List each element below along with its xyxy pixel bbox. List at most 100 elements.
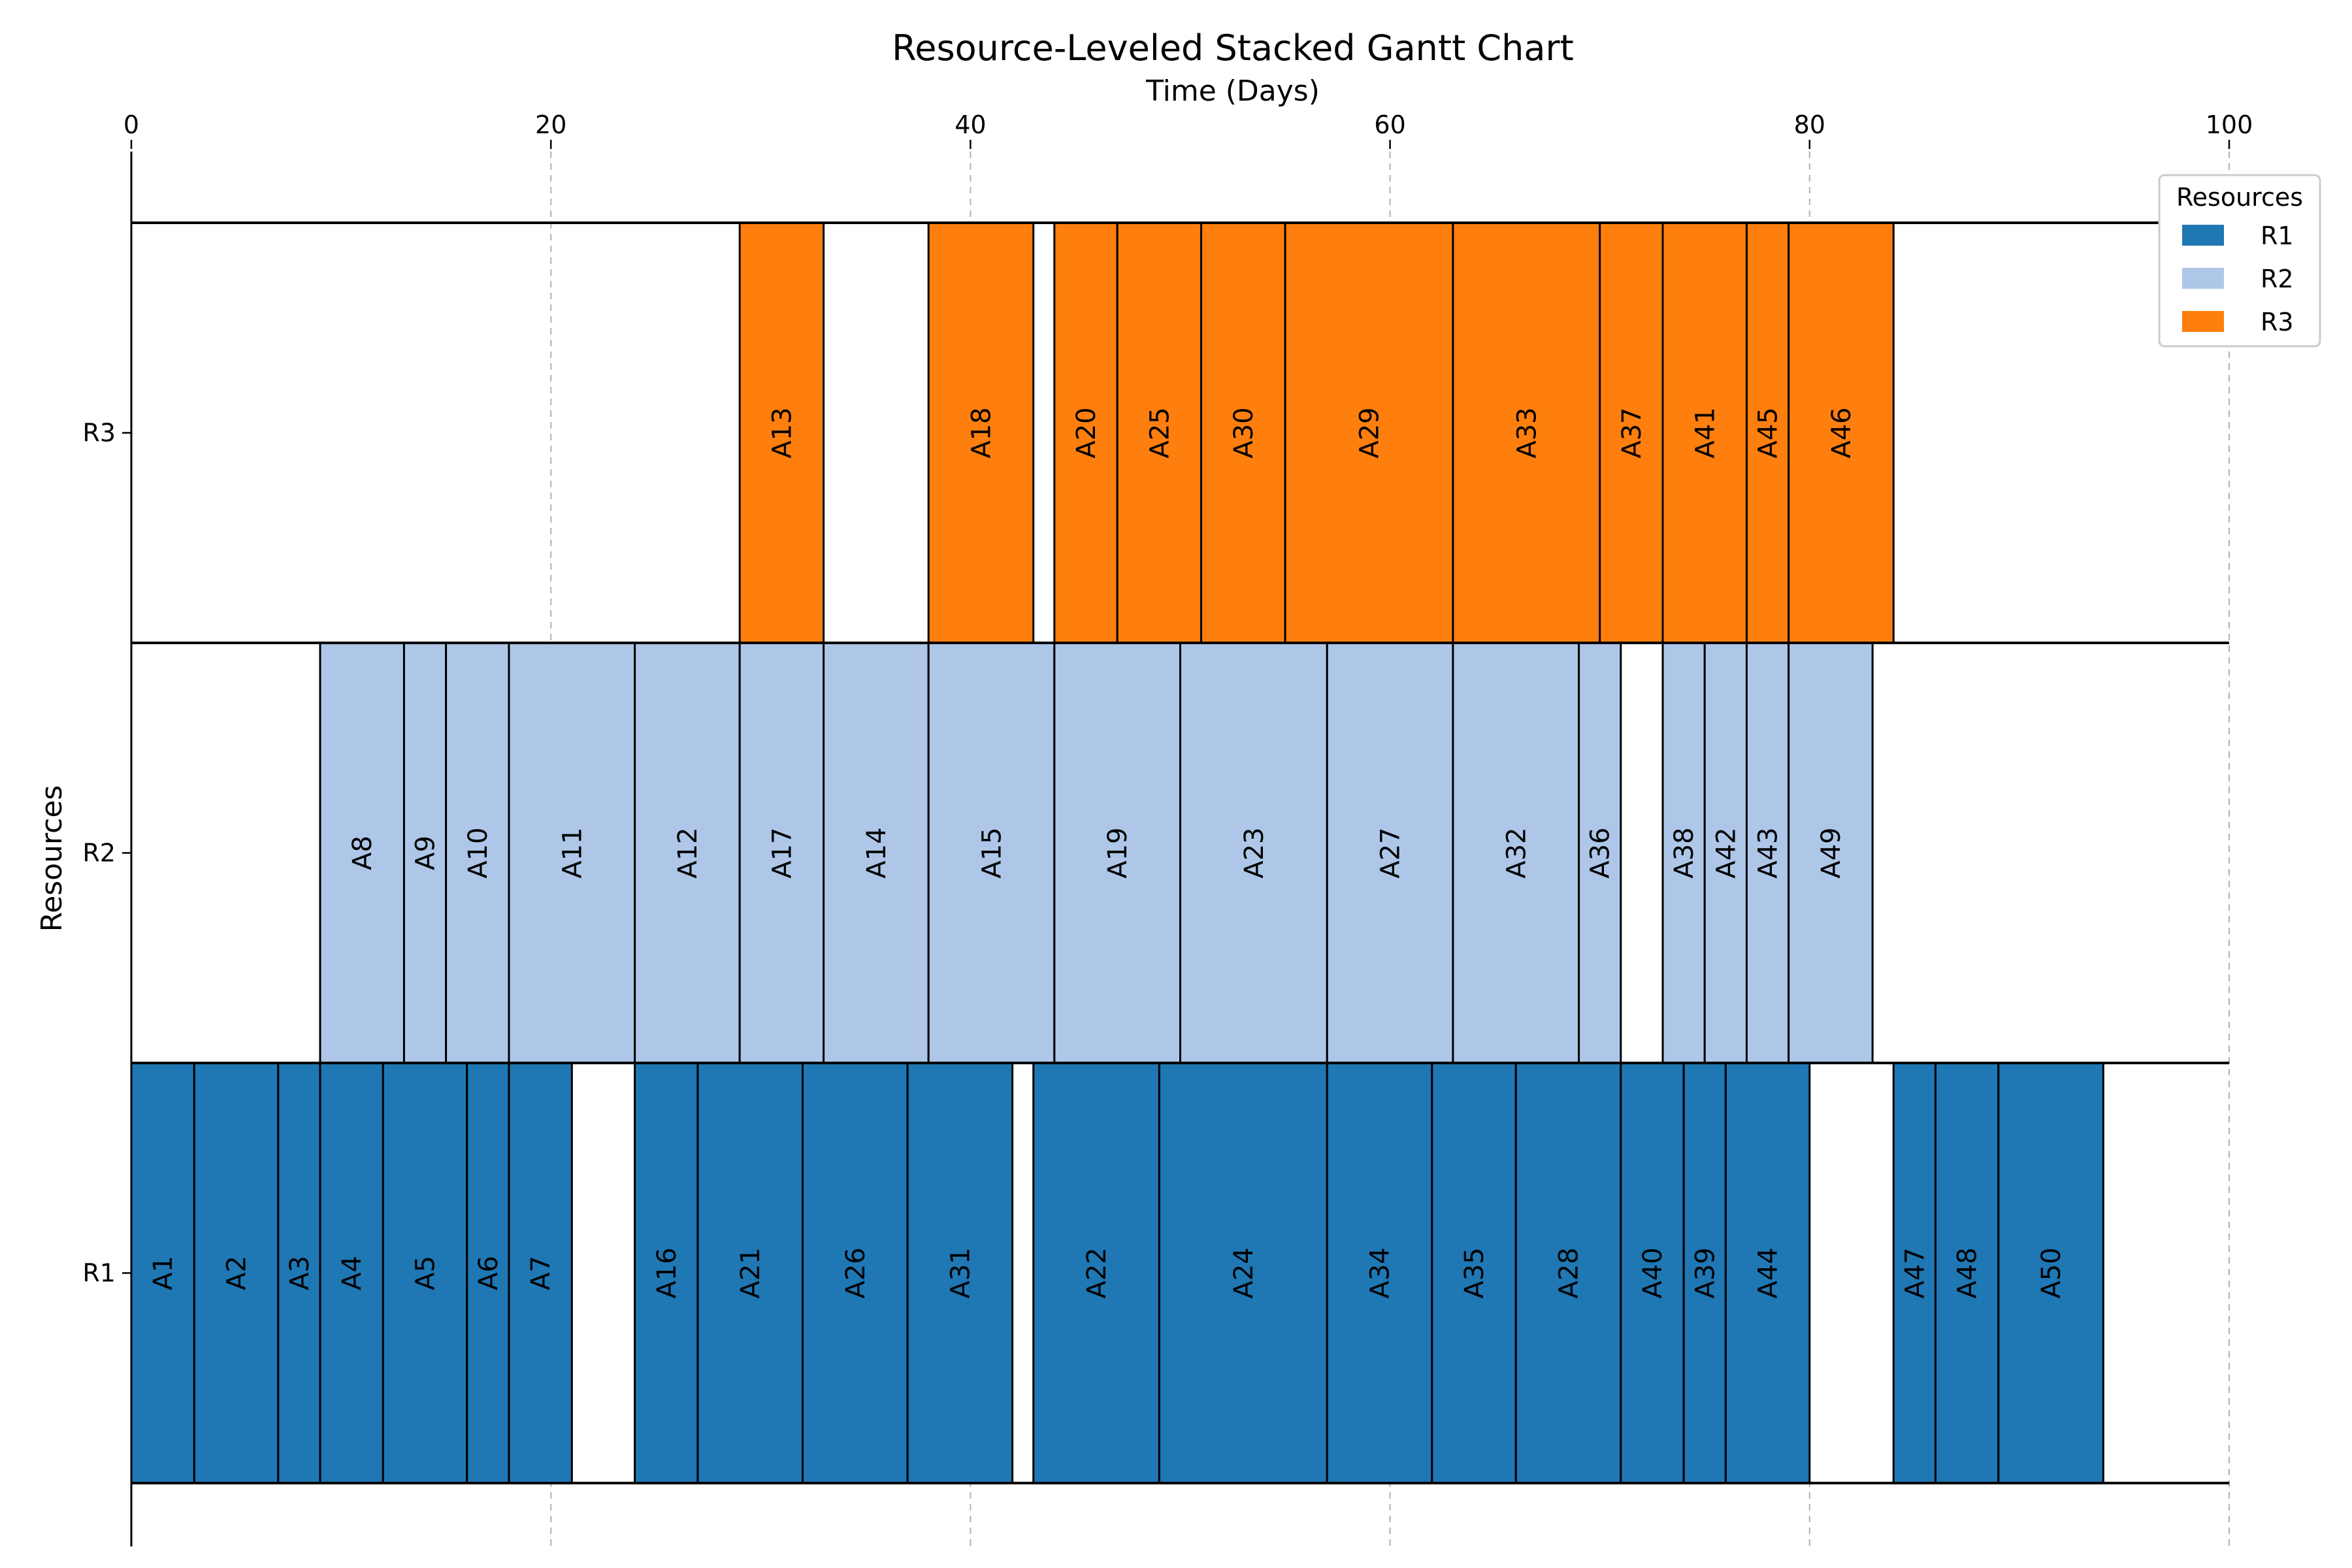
bar-label-a47: A47 bbox=[1900, 1247, 1930, 1298]
bar-label-a28: A28 bbox=[1554, 1247, 1584, 1298]
bar-label-a32: A32 bbox=[1501, 827, 1531, 878]
legend-label-r3: R3 bbox=[2261, 308, 2294, 336]
bar-a11 bbox=[508, 642, 636, 1064]
legend-swatch-r1 bbox=[2182, 225, 2224, 246]
x-tick-label-100: 100 bbox=[2206, 110, 2253, 139]
bar-a24 bbox=[1158, 1062, 1328, 1484]
legend-swatch-r2 bbox=[2182, 268, 2224, 289]
bar-label-a26: A26 bbox=[841, 1247, 871, 1298]
bar-a33 bbox=[1452, 221, 1601, 644]
legend-label-r1: R1 bbox=[2261, 221, 2294, 250]
bar-label-a36: A36 bbox=[1586, 827, 1616, 878]
bar-a41 bbox=[1661, 221, 1748, 644]
x-axis-label: Time (Days) bbox=[1145, 74, 1320, 108]
bar-a22 bbox=[1032, 1062, 1160, 1484]
bar-label-a6: A6 bbox=[474, 1256, 504, 1290]
bar-a34 bbox=[1326, 1062, 1433, 1484]
y-axis-label: Resources bbox=[35, 785, 69, 932]
bar-label-a43: A43 bbox=[1754, 827, 1784, 878]
bar-label-a40: A40 bbox=[1638, 1247, 1668, 1298]
bar-label-a10: A10 bbox=[463, 827, 493, 878]
bar-label-a48: A48 bbox=[1953, 1247, 1983, 1298]
bar-label-a1: A1 bbox=[148, 1256, 178, 1290]
bar-label-a2: A2 bbox=[222, 1256, 252, 1290]
y-tick-label-r1: R1 bbox=[82, 1259, 116, 1288]
legend-title: Resources bbox=[2176, 183, 2303, 212]
bar-label-a22: A22 bbox=[1082, 1247, 1112, 1298]
bar-a30 bbox=[1200, 221, 1286, 644]
bar-a27 bbox=[1326, 642, 1454, 1064]
legend-label-r2: R2 bbox=[2261, 265, 2294, 293]
bar-a23 bbox=[1179, 642, 1328, 1064]
bar-label-a23: A23 bbox=[1239, 827, 1269, 878]
bar-label-a35: A35 bbox=[1460, 1247, 1490, 1298]
y-tick-label-r2: R2 bbox=[82, 839, 116, 868]
bar-label-a4: A4 bbox=[337, 1256, 367, 1290]
bar-a12 bbox=[634, 642, 741, 1064]
x-tick-label-0: 0 bbox=[123, 110, 139, 139]
bar-a6 bbox=[466, 1062, 510, 1484]
bar-label-a9: A9 bbox=[411, 836, 441, 870]
bar-label-a45: A45 bbox=[1754, 407, 1784, 458]
bar-label-a46: A46 bbox=[1827, 407, 1857, 458]
bar-label-a25: A25 bbox=[1145, 407, 1175, 458]
bar-label-a7: A7 bbox=[526, 1256, 556, 1290]
bar-a35 bbox=[1431, 1062, 1517, 1484]
bar-label-a31: A31 bbox=[945, 1247, 975, 1298]
bar-label-a38: A38 bbox=[1669, 827, 1699, 878]
axes: 0 20 40 60 80 100 R1 R2 R3 bbox=[82, 110, 2253, 1546]
x-tick-label-60: 60 bbox=[1374, 110, 1405, 139]
bar-a7 bbox=[508, 1062, 573, 1484]
x-tick-label-80: 80 bbox=[1794, 110, 1825, 139]
bar-label-a49: A49 bbox=[1816, 827, 1846, 878]
bar-a46 bbox=[1788, 221, 1895, 644]
bar-label-a18: A18 bbox=[966, 407, 996, 458]
bar-a21 bbox=[696, 1062, 804, 1484]
bar-label-a19: A19 bbox=[1103, 827, 1133, 878]
y-tick-label-r3: R3 bbox=[82, 419, 116, 448]
bar-label-a17: A17 bbox=[767, 827, 797, 878]
bar-label-a11: A11 bbox=[557, 827, 587, 878]
chart-title: Resource-Leveled Stacked Gantt Chart bbox=[892, 27, 1574, 69]
bar-label-a41: A41 bbox=[1690, 407, 1720, 458]
bar-a9 bbox=[402, 642, 448, 1064]
bar-label-a15: A15 bbox=[977, 827, 1007, 878]
bar-label-a33: A33 bbox=[1512, 407, 1542, 458]
bar-a18 bbox=[927, 221, 1035, 644]
legend: Resources R1 R2 R3 bbox=[2158, 174, 2321, 348]
bar-label-a3: A3 bbox=[285, 1256, 315, 1290]
bar-a19 bbox=[1053, 642, 1181, 1064]
bar-label-a42: A42 bbox=[1711, 827, 1741, 878]
bar-a38 bbox=[1661, 642, 1706, 1064]
bar-a31 bbox=[906, 1062, 1014, 1484]
bar-label-a27: A27 bbox=[1376, 827, 1406, 878]
legend-frame bbox=[2158, 174, 2321, 348]
bar-label-a39: A39 bbox=[1690, 1247, 1720, 1298]
bar-a43 bbox=[1745, 642, 1790, 1064]
bar-a50 bbox=[1997, 1062, 2104, 1484]
bar-label-a8: A8 bbox=[348, 836, 378, 870]
bar-a20 bbox=[1053, 221, 1119, 644]
bar-a14 bbox=[823, 642, 930, 1064]
bar-label-a34: A34 bbox=[1365, 1247, 1396, 1298]
bar-a13 bbox=[738, 221, 825, 644]
bar-label-a14: A14 bbox=[862, 827, 892, 878]
bars: A1 A2 A3 A4 A5 A6 A7 A16 A21 A26 A31 A22 A24 A34 A35 A2… bbox=[130, 221, 2104, 1484]
bar-label-a5: A5 bbox=[411, 1256, 441, 1290]
bar-label-a16: A16 bbox=[652, 1247, 682, 1298]
bar-label-a21: A21 bbox=[736, 1247, 766, 1298]
bar-label-a44: A44 bbox=[1754, 1247, 1784, 1298]
x-tick-label-40: 40 bbox=[955, 110, 986, 139]
bar-label-a12: A12 bbox=[673, 827, 703, 878]
bar-label-a30: A30 bbox=[1229, 407, 1259, 458]
bar-label-a29: A29 bbox=[1354, 407, 1384, 458]
bar-a16 bbox=[634, 1062, 699, 1484]
bar-label-a13: A13 bbox=[767, 407, 797, 458]
bar-label-a20: A20 bbox=[1071, 407, 1102, 458]
bar-a49 bbox=[1788, 642, 1874, 1064]
legend-swatch-r3 bbox=[2182, 311, 2224, 332]
x-tick-label-20: 20 bbox=[535, 110, 566, 139]
bar-label-a24: A24 bbox=[1229, 1247, 1259, 1298]
bar-label-a50: A50 bbox=[2036, 1247, 2066, 1298]
